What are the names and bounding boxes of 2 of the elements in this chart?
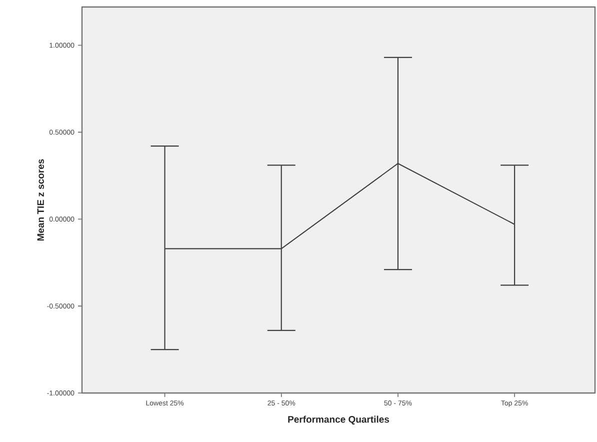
y-axis-title: Mean TIE z scores bbox=[37, 159, 44, 241]
x-axis-title: Performance Quartiles bbox=[288, 416, 390, 424]
